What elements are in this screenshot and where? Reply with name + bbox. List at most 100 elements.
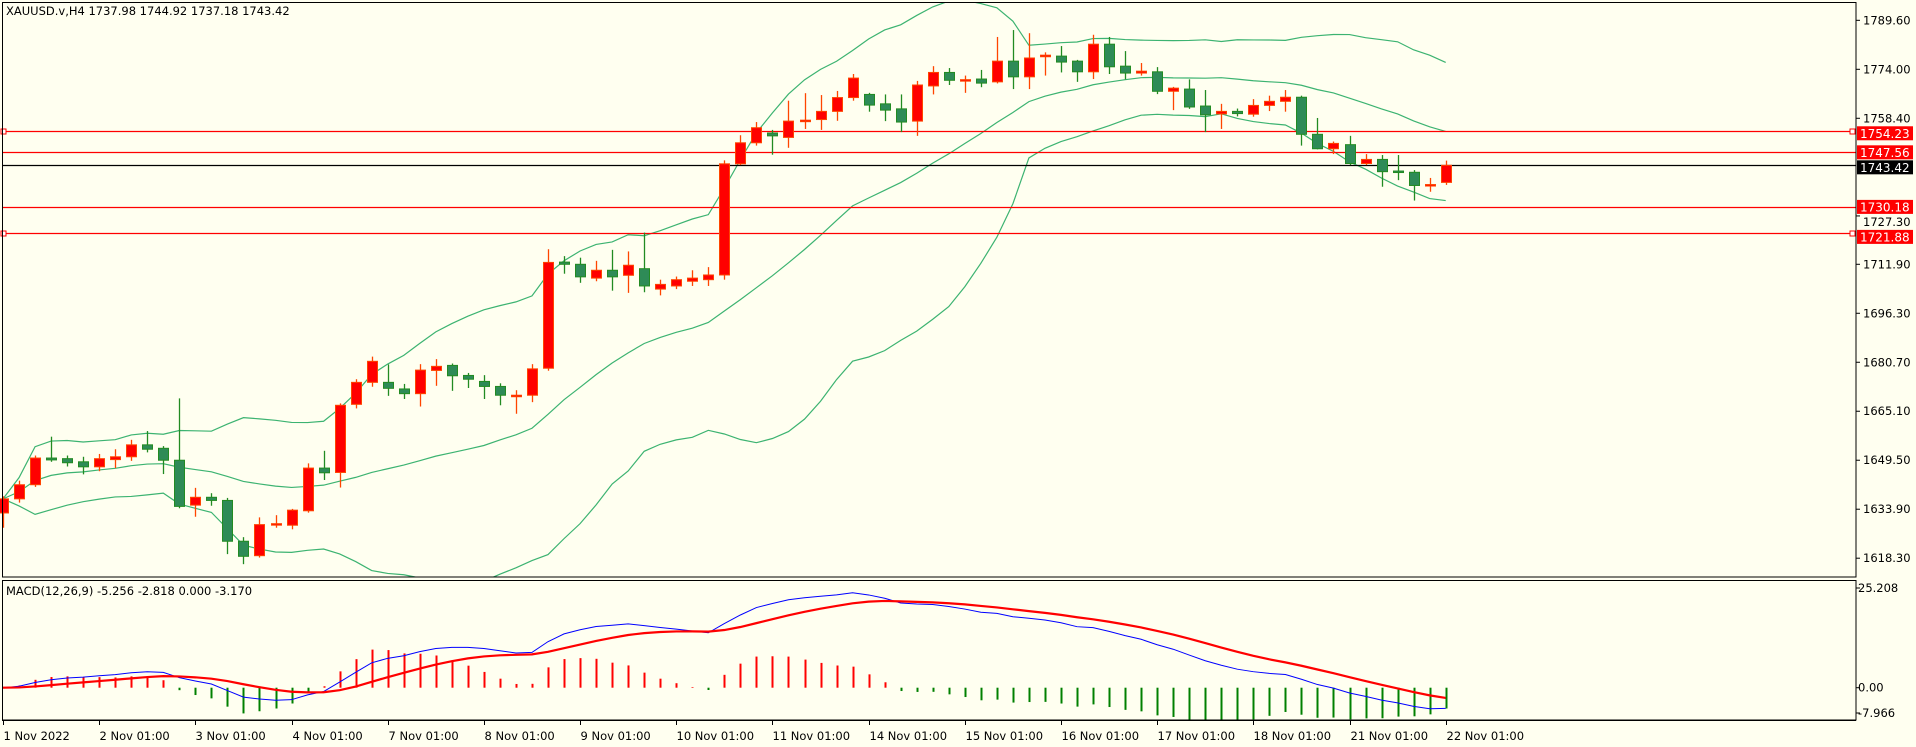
candle-body [848, 77, 859, 99]
level-price-tag [1857, 145, 1913, 160]
candle-body [1232, 110, 1243, 115]
line-anchor-handle[interactable] [1849, 128, 1856, 135]
candle-bearish [319, 450, 330, 481]
candle-bullish [335, 403, 346, 488]
candle-bullish [1328, 141, 1339, 155]
candle-body [1377, 158, 1388, 173]
candle-bearish [1184, 79, 1195, 109]
candle-body [703, 274, 714, 281]
candle-bullish [543, 249, 554, 371]
candle-bearish [158, 446, 169, 475]
candle-body [206, 496, 217, 501]
time-tick-label: 22 Nov 01:00 [1447, 729, 1525, 743]
candle-bearish [46, 436, 57, 462]
level-price-tag [1857, 229, 1913, 244]
line-anchor-handle[interactable] [0, 128, 7, 135]
candle-body [1264, 100, 1275, 106]
candle-body [447, 364, 458, 377]
candle-bearish [1232, 108, 1243, 117]
time-tick-label: 18 Nov 01:00 [1254, 729, 1332, 743]
candle-body [1200, 105, 1211, 116]
candle-body [511, 394, 522, 398]
candle-body [254, 524, 265, 557]
candle-bearish [1120, 51, 1131, 80]
candle-body [351, 381, 362, 405]
time-tick-label: 8 Nov 01:00 [485, 729, 555, 743]
candle-bearish [238, 537, 249, 565]
candle-bearish [1072, 59, 1083, 82]
price-tick-label: 1727.30 [1863, 215, 1911, 229]
candle-body [1184, 88, 1195, 108]
candle-bullish [992, 36, 1003, 84]
candle-bearish [447, 363, 458, 391]
bollinger-middle-band [3, 76, 1446, 500]
candle-body [1409, 171, 1420, 186]
candle-bearish [976, 69, 987, 88]
candle-bullish [783, 100, 794, 148]
candle-bearish [639, 232, 650, 293]
candle-body [78, 461, 89, 468]
candle-bearish [1056, 46, 1067, 73]
candle-bullish [591, 260, 602, 282]
candle-body [110, 456, 121, 461]
candle-body [174, 459, 185, 507]
candle-body [1216, 110, 1227, 115]
candle-bearish [1377, 155, 1388, 187]
candle-bullish [110, 449, 121, 469]
line-anchor-handle[interactable] [0, 230, 7, 237]
candle-body [399, 388, 410, 395]
candle-body [142, 444, 153, 450]
candle-bearish [222, 497, 233, 555]
candle-body [751, 127, 762, 144]
candle-bullish [832, 90, 843, 121]
candle-body [303, 467, 314, 512]
candle-body [864, 93, 875, 106]
time-axis[interactable]: 1 Nov 2022 2 Nov 01:00 3 Nov 01:00 4 Nov 01… [2, 720, 1856, 743]
candle-body [928, 71, 939, 87]
time-tick-label: 15 Nov 01:00 [966, 729, 1044, 743]
candle-body [880, 103, 891, 111]
time-tick-label: 16 Nov 01:00 [1062, 729, 1140, 743]
price-panel[interactable]: XAUUSD.v,H4 1737.98 1744.92 1737.18 1743… [0, 0, 1857, 582]
candle-bullish [431, 359, 442, 386]
level-price-tag [1857, 199, 1913, 214]
candle-body [944, 71, 955, 81]
candle-bullish [928, 66, 939, 95]
candle-bearish [944, 68, 955, 85]
candle-bullish [751, 122, 762, 146]
time-tick-label: 10 Nov 01:00 [677, 729, 755, 743]
candle-bullish [1361, 154, 1372, 166]
candle-bearish [78, 456, 89, 475]
candle-body [1328, 142, 1339, 150]
candle-bearish [174, 398, 185, 509]
candle-bullish [1216, 103, 1227, 129]
macd-info: MACD(12,26,9) -5.256 -2.818 0.000 -3.170 [6, 584, 252, 598]
candle-bearish [1393, 155, 1404, 181]
candle-body [415, 369, 426, 395]
candle-body [383, 381, 394, 389]
candle-body [1425, 184, 1436, 187]
candle-body [783, 120, 794, 138]
candle-body [575, 263, 586, 278]
candle-body [158, 447, 169, 461]
candle-bearish [1296, 95, 1307, 146]
candle-bullish [735, 135, 746, 166]
price-axis[interactable]: 1789.60 1774.00 1758.40 1727.30 1711.90 1696.… [1856, 13, 1911, 565]
price-panel-frame [2, 2, 1857, 578]
candle-body [287, 509, 298, 526]
candle-bullish [719, 160, 730, 280]
candle-body [367, 360, 378, 383]
candle-body [655, 283, 666, 290]
candle-body [639, 268, 650, 287]
candle-bullish [1264, 95, 1275, 112]
candle-body [832, 97, 843, 112]
price-tick-label: 1789.60 [1863, 13, 1911, 27]
candle-body [767, 132, 778, 137]
candle-bullish [655, 279, 666, 296]
candle-body [62, 458, 73, 464]
line-anchor-handle[interactable] [1849, 230, 1856, 237]
candle-body [271, 523, 282, 526]
candle-bearish [559, 256, 570, 274]
